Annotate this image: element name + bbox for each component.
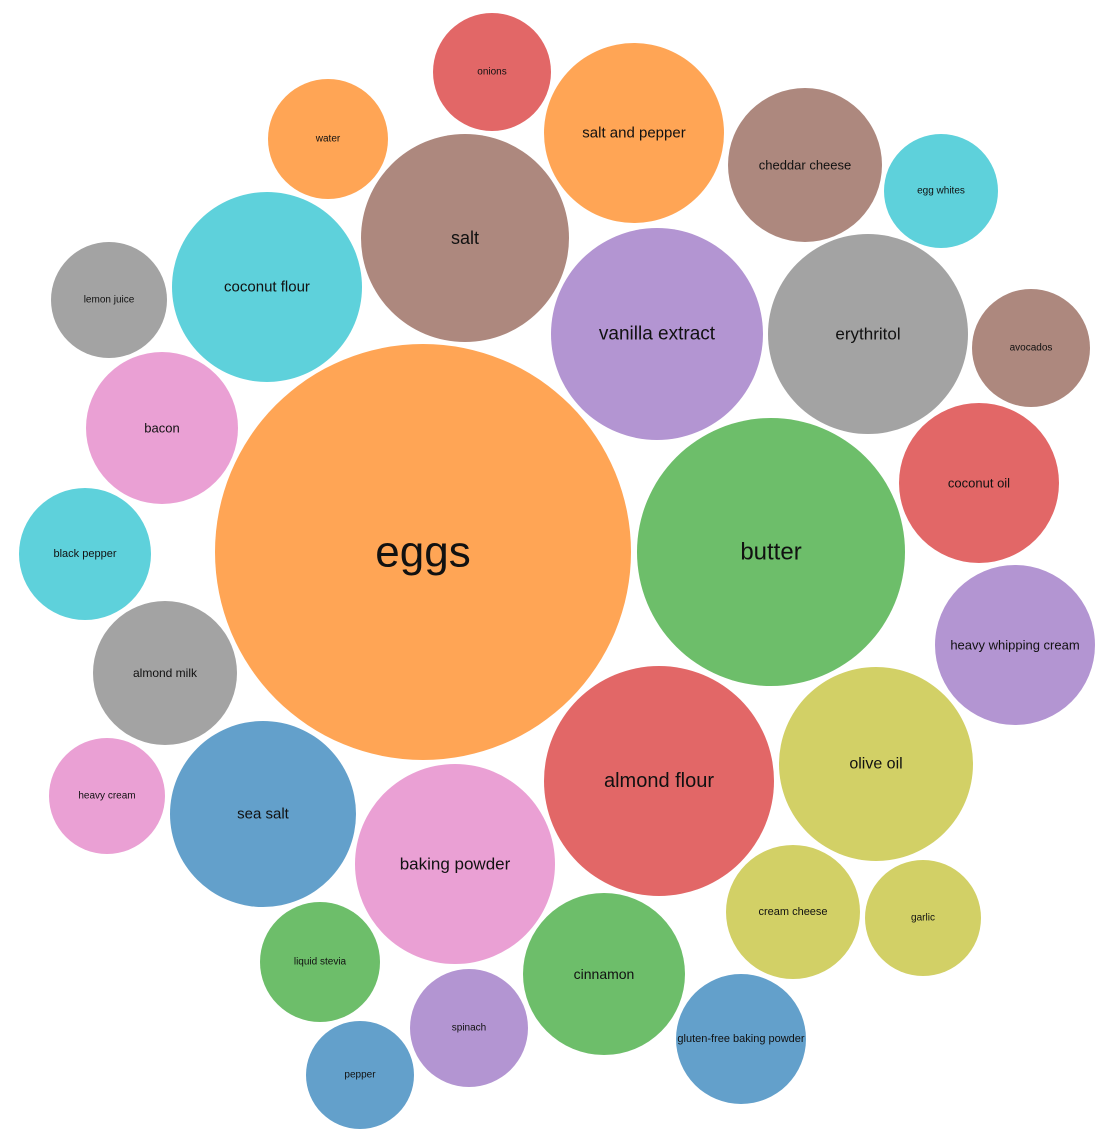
bubble-butter: butter (637, 418, 905, 686)
bubble-circle-eggs (215, 344, 631, 760)
bubble-circle-coconut-oil (899, 403, 1059, 563)
bubble-circle-almond-flour (544, 666, 774, 896)
bubble-circle-garlic (865, 860, 981, 976)
bubble-lemon-juice: lemon juice (51, 242, 167, 358)
bubble-circle-egg-whites (884, 134, 998, 248)
bubble-garlic: garlic (865, 860, 981, 976)
bubble-bacon: bacon (86, 352, 238, 504)
bubble-circle-salt-and-pepper (544, 43, 724, 223)
bubble-liquid-stevia: liquid stevia (260, 902, 380, 1022)
bubble-cinnamon: cinnamon (523, 893, 685, 1055)
bubble-almond-milk: almond milk (93, 601, 237, 745)
bubble-circle-salt (361, 134, 569, 342)
bubble-circle-avocados (972, 289, 1090, 407)
bubble-cream-cheese: cream cheese (726, 845, 860, 979)
bubble-baking-powder: baking powder (355, 764, 555, 964)
bubble-water: water (268, 79, 388, 199)
bubble-circle-liquid-stevia (260, 902, 380, 1022)
bubble-circle-spinach (410, 969, 528, 1087)
bubble-circle-almond-milk (93, 601, 237, 745)
bubble-cheddar-cheese: cheddar cheese (728, 88, 882, 242)
bubble-onions: onions (433, 13, 551, 131)
bubble-black-pepper: black pepper (19, 488, 151, 620)
bubble-circle-coconut-flour (172, 192, 362, 382)
bubble-coconut-oil: coconut oil (899, 403, 1059, 563)
bubble-pepper: pepper (306, 1021, 414, 1129)
bubble-heavy-whipping-cream: heavy whipping cream (935, 565, 1095, 725)
bubble-eggs: eggs (215, 344, 631, 760)
bubble-circle-sea-salt (170, 721, 356, 907)
bubble-almond-flour: almond flour (544, 666, 774, 896)
bubble-heavy-cream: heavy cream (49, 738, 165, 854)
bubble-gluten-free-baking-powder: gluten-free baking powder (676, 974, 806, 1104)
bubble-circle-black-pepper (19, 488, 151, 620)
bubble-circle-heavy-cream (49, 738, 165, 854)
bubble-circle-baking-powder (355, 764, 555, 964)
bubble-circle-olive-oil (779, 667, 973, 861)
bubble-spinach: spinach (410, 969, 528, 1087)
bubble-sea-salt: sea salt (170, 721, 356, 907)
bubble-salt: salt (361, 134, 569, 342)
bubble-circle-water (268, 79, 388, 199)
bubble-avocados: avocados (972, 289, 1090, 407)
bubble-circle-erythritol (768, 234, 968, 434)
bubble-circle-gluten-free-baking-powder (676, 974, 806, 1104)
bubble-circle-vanilla-extract (551, 228, 763, 440)
bubble-circle-cinnamon (523, 893, 685, 1055)
bubble-olive-oil: olive oil (779, 667, 973, 861)
bubble-circle-onions (433, 13, 551, 131)
bubble-coconut-flour: coconut flour (172, 192, 362, 382)
bubble-salt-and-pepper: salt and pepper (544, 43, 724, 223)
bubble-vanilla-extract: vanilla extract (551, 228, 763, 440)
bubble-circle-cream-cheese (726, 845, 860, 979)
bubble-erythritol: erythritol (768, 234, 968, 434)
bubble-circle-lemon-juice (51, 242, 167, 358)
bubble-circle-bacon (86, 352, 238, 504)
bubble-circle-cheddar-cheese (728, 88, 882, 242)
bubble-circle-butter (637, 418, 905, 686)
bubble-circle-heavy-whipping-cream (935, 565, 1095, 725)
bubble-egg-whites: egg whites (884, 134, 998, 248)
bubble-circle-pepper (306, 1021, 414, 1129)
